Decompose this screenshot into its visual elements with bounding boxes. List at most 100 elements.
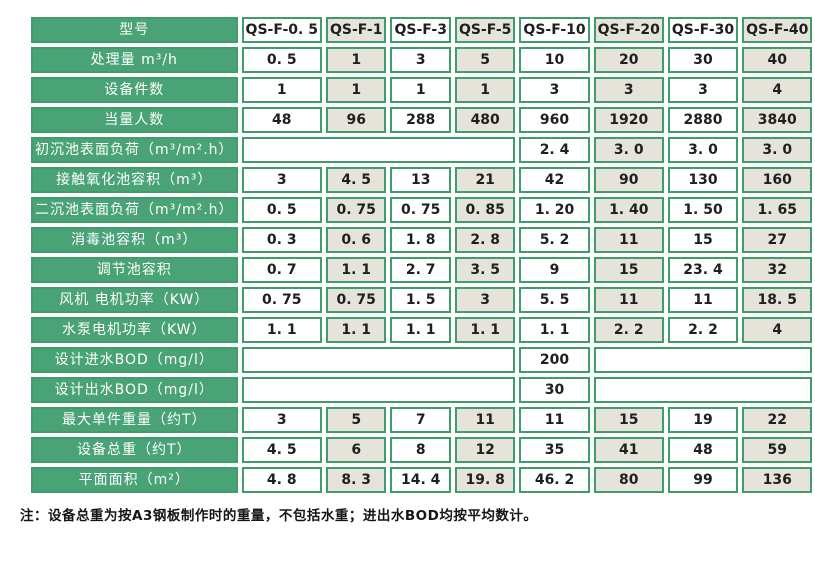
cell-value: 0. 7 [241, 257, 322, 283]
cell-value: 4 [742, 77, 813, 103]
cell-value: 3 [390, 47, 451, 73]
row-label: 设备件数 [31, 77, 238, 103]
table-row: 设计进水BOD（mg/l） 200 [31, 347, 813, 373]
row-label: 风机 电机功率（KW） [31, 287, 238, 313]
model-header: QS-F-30 [667, 17, 739, 43]
cell-value: 3 [241, 407, 322, 433]
cell-value: 3 [593, 77, 664, 103]
cell-value: 8 [390, 437, 451, 463]
cell-value: 7 [390, 407, 451, 433]
cell-value: 136 [742, 467, 813, 493]
spec-table: 型号 QS-F-0. 5 QS-F-1 QS-F-3 QS-F-5 QS-F-10 QS-F… [27, 13, 815, 497]
cell-value: 11 [519, 407, 590, 433]
cell-value: 3 [241, 167, 322, 193]
cell-value: 3840 [742, 107, 813, 133]
row-label: 设计进水BOD（mg/l） [31, 347, 238, 373]
cell-value: 1. 5 [390, 287, 451, 313]
cell-value: 3. 0 [667, 137, 739, 163]
row-label: 接触氧化池容积（m³） [31, 167, 238, 193]
cell-value: 4. 8 [241, 467, 322, 493]
cell-value: 32 [742, 257, 813, 283]
row-label: 二沉池表面负荷（m³/m².h） [31, 197, 238, 223]
cell-value: 3. 0 [593, 137, 664, 163]
model-header: QS-F-0. 5 [241, 17, 322, 43]
model-header: QS-F-20 [593, 17, 664, 43]
cell-value: 35 [519, 437, 590, 463]
cell-value: 1. 1 [454, 317, 516, 343]
cell-value: 0. 75 [241, 287, 322, 313]
cell-value: 1. 65 [742, 197, 813, 223]
row-label: 设备总重（约T） [31, 437, 238, 463]
cell-value: 1 [325, 47, 387, 73]
row-label: 设计出水BOD（mg/l） [31, 377, 238, 403]
cell-value: 480 [454, 107, 516, 133]
cell-value: 1. 20 [519, 197, 590, 223]
cell-value: 1. 8 [390, 227, 451, 253]
cell-value: 0. 3 [241, 227, 322, 253]
cell-value: 8. 3 [325, 467, 387, 493]
cell-value: 3 [454, 287, 516, 313]
merged-blank-cell [593, 347, 813, 373]
cell-value: 22 [742, 407, 813, 433]
cell-value: 1 [241, 77, 322, 103]
cell-value: 0. 85 [454, 197, 516, 223]
cell-value: 1. 1 [519, 317, 590, 343]
table-row: 最大单件重量（约T） 3 5 7 11 11 15 19 22 [31, 407, 813, 433]
cell-value: 6 [325, 437, 387, 463]
cell-value: 0. 75 [325, 197, 387, 223]
cell-value: 0. 75 [325, 287, 387, 313]
cell-value: 960 [519, 107, 590, 133]
row-label: 平面面积（m²） [31, 467, 238, 493]
cell-value: 59 [742, 437, 813, 463]
cell-value: 4. 5 [241, 437, 322, 463]
cell-value: 30 [519, 377, 590, 403]
cell-value: 2. 2 [593, 317, 664, 343]
cell-value: 15 [593, 407, 664, 433]
cell-value: 13 [390, 167, 451, 193]
model-header: QS-F-40 [742, 17, 813, 43]
cell-value: 27 [742, 227, 813, 253]
cell-value: 288 [390, 107, 451, 133]
cell-value: 1. 50 [667, 197, 739, 223]
row-label: 最大单件重量（约T） [31, 407, 238, 433]
cell-value: 1. 1 [325, 257, 387, 283]
row-label: 调节池容积 [31, 257, 238, 283]
table-row: 二沉池表面负荷（m³/m².h） 0. 5 0. 75 0. 75 0. 85 1. 20… [31, 197, 813, 223]
cell-value: 1. 40 [593, 197, 664, 223]
cell-value: 4 [742, 317, 813, 343]
cell-value: 1 [390, 77, 451, 103]
cell-value: 19. 8 [454, 467, 516, 493]
cell-value: 1. 1 [390, 317, 451, 343]
table-row: 接触氧化池容积（m³） 3 4. 5 13 21 42 90 130 160 [31, 167, 813, 193]
model-header: QS-F-1 [325, 17, 387, 43]
cell-value: 21 [454, 167, 516, 193]
table-row: 设备件数 1 1 1 1 3 3 3 4 [31, 77, 813, 103]
cell-value: 130 [667, 167, 739, 193]
cell-value: 42 [519, 167, 590, 193]
cell-value: 90 [593, 167, 664, 193]
cell-value: 40 [742, 47, 813, 73]
cell-value: 96 [325, 107, 387, 133]
cell-value: 0. 5 [241, 197, 322, 223]
cell-value: 2. 8 [454, 227, 516, 253]
cell-value: 160 [742, 167, 813, 193]
cell-value: 1920 [593, 107, 664, 133]
cell-value: 3 [667, 77, 739, 103]
table-row: 调节池容积 0. 7 1. 1 2. 7 3. 5 9 15 23. 4 32 [31, 257, 813, 283]
cell-value: 41 [593, 437, 664, 463]
model-header: QS-F-10 [519, 17, 590, 43]
cell-value: 200 [519, 347, 590, 373]
row-label: 初沉池表面负荷（m³/m².h） [31, 137, 238, 163]
cell-value: 5. 5 [519, 287, 590, 313]
table-row: 风机 电机功率（KW） 0. 75 0. 75 1. 5 3 5. 5 11 11 18. 5 [31, 287, 813, 313]
cell-value: 3. 5 [454, 257, 516, 283]
cell-value: 2. 4 [519, 137, 590, 163]
table-row: 初沉池表面负荷（m³/m².h） 2. 4 3. 0 3. 0 3. 0 [31, 137, 813, 163]
cell-value: 1 [325, 77, 387, 103]
model-header: QS-F-3 [390, 17, 451, 43]
row-label: 处理量 m³/h [31, 47, 238, 73]
cell-value: 0. 5 [241, 47, 322, 73]
table-row: 平面面积（m²） 4. 8 8. 3 14. 4 19. 8 46. 2 80 99 136 [31, 467, 813, 493]
